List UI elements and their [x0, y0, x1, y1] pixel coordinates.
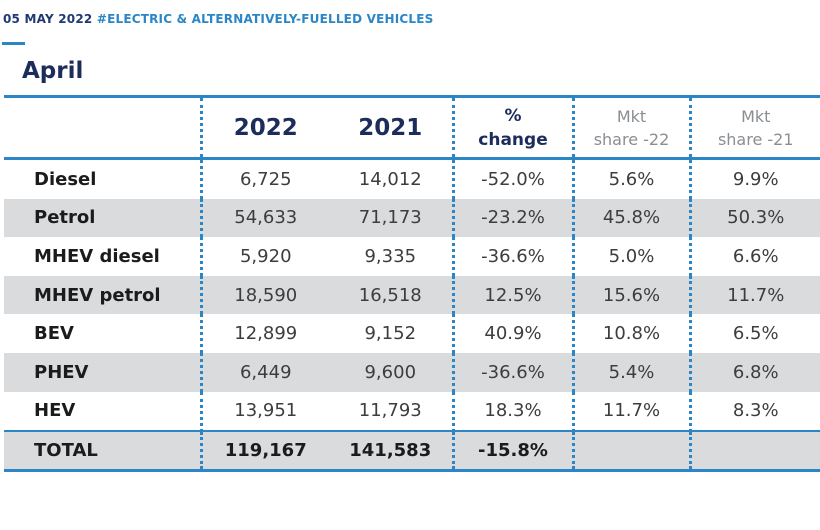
article-tag-link[interactable]: #ELECTRIC & ALTERNATIVELY-FUELLED VEHICL… [96, 12, 434, 26]
cell-mkt21: 50.3% [688, 198, 820, 238]
cell-change: 18.3% [451, 391, 573, 432]
cell-2022: 12,899 [199, 314, 329, 353]
row-label: BEV [34, 323, 74, 345]
cell-mkt22: 45.8% [571, 198, 690, 238]
table-row: MHEV petrol 18,590 16,518 12.5% 15.6% 11… [4, 275, 820, 315]
header-mkt-share-21: Mkt share -21 [688, 95, 820, 160]
total-2021: 141,583 [329, 430, 453, 473]
cell-change: -36.6% [451, 237, 573, 276]
header-mkt21-line2: share -21 [717, 129, 794, 149]
cell-mkt21: 6.8% [688, 352, 820, 392]
cell-mkt22: 11.7% [571, 391, 690, 432]
table-row: HEV 13,951 11,793 18.3% 11.7% 8.3% [4, 391, 820, 432]
cell-mkt22: 5.0% [571, 237, 690, 276]
cell-change: -52.0% [451, 158, 573, 199]
header-mkt-share-22: Mkt share -22 [571, 95, 690, 160]
cell-2021: 9,335 [364, 245, 417, 267]
cell-2021: 9,600 [329, 352, 453, 392]
header-2021: 2021 [329, 95, 453, 160]
header-2022: 2022 [199, 95, 329, 160]
accent-divider [2, 42, 25, 45]
cell-mkt21: 6.6% [688, 237, 820, 276]
header-pct-change: % change [451, 95, 573, 160]
section-title: April [22, 58, 84, 84]
cell-2022: 18,590 [199, 275, 329, 315]
cell-2022: 13,951 [199, 391, 329, 432]
cell-2022: 6,449 [199, 352, 329, 392]
cell-2022: 5,920 [199, 237, 329, 276]
row-label: HEV [34, 400, 76, 422]
cell-2022: 6,725 [199, 158, 329, 199]
article-date: 05 MAY 2022 [3, 12, 93, 26]
total-change: -15.8% [451, 430, 573, 473]
row-label: MHEV diesel [34, 245, 160, 267]
header-mkt21-line1: Mkt [741, 106, 771, 126]
registrations-table-container: 2022 2021 % change Mkt share -22 Mkt sha… [4, 95, 820, 473]
table-row: BEV 12,899 9,152 40.9% 10.8% 6.5% [4, 314, 820, 353]
row-label: Petrol [4, 198, 201, 238]
cell-mkt21: 11.7% [688, 275, 820, 315]
cell-2021: 71,173 [329, 198, 453, 238]
cell-mkt22: 10.8% [571, 314, 690, 353]
table-row: Diesel 6,725 14,012 -52.0% 5.6% 9.9% [4, 158, 820, 199]
total-mkt21 [688, 430, 820, 473]
cell-mkt21: 9.9% [688, 158, 820, 199]
header-mkt22-line1: Mkt [616, 106, 647, 126]
cell-mkt21: 6.5% [688, 314, 820, 353]
header-blank [4, 95, 201, 160]
cell-change: -23.2% [451, 198, 573, 238]
header-mkt22-line2: share -22 [593, 129, 670, 149]
table-row: Petrol 54,633 71,173 -23.2% 45.8% 50.3% [4, 198, 820, 238]
cell-change: 40.9% [451, 314, 573, 353]
registrations-table: 2022 2021 % change Mkt share -22 Mkt sha… [4, 95, 820, 473]
cell-mkt21: 8.3% [688, 391, 820, 432]
cell-2021: 11,793 [358, 400, 422, 422]
cell-mkt22: 5.6% [571, 158, 690, 199]
article-header: 05 MAY 2022 #ELECTRIC & ALTERNATIVELY-FU… [3, 12, 434, 26]
total-2022: 119,167 [199, 430, 329, 473]
header-pct-line1: % [504, 105, 522, 126]
row-label: MHEV petrol [4, 275, 201, 315]
total-label: TOTAL [4, 430, 201, 473]
cell-mkt22: 5.4% [571, 352, 690, 392]
cell-change: 12.5% [451, 275, 573, 315]
cell-2021: 14,012 [358, 168, 422, 190]
cell-2021: 9,152 [364, 323, 417, 345]
cell-mkt22: 15.6% [571, 275, 690, 315]
cell-2022: 54,633 [199, 198, 329, 238]
row-label: PHEV [4, 352, 201, 392]
cell-change: -36.6% [451, 352, 573, 392]
table-header-row: 2022 2021 % change Mkt share -22 Mkt sha… [4, 95, 820, 160]
table-total-row: TOTAL 119,167 141,583 -15.8% [4, 430, 820, 473]
cell-2021: 16,518 [329, 275, 453, 315]
row-label: Diesel [34, 168, 97, 190]
table-row: PHEV 6,449 9,600 -36.6% 5.4% 6.8% [4, 352, 820, 392]
header-pct-line2: change [478, 129, 548, 150]
table-row: MHEV diesel 5,920 9,335 -36.6% 5.0% 6.6% [4, 237, 820, 276]
total-mkt22 [571, 430, 690, 473]
